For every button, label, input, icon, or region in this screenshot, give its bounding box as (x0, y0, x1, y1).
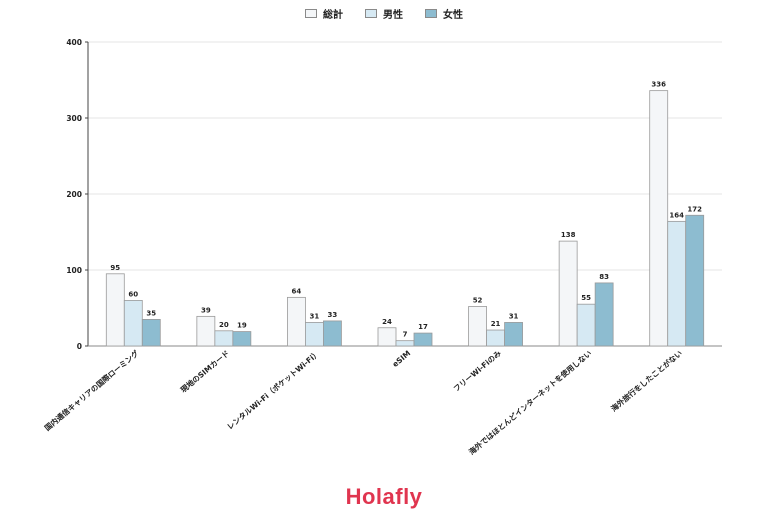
y-tick-label: 400 (66, 38, 82, 47)
legend-item-female: 女性 (425, 6, 463, 21)
bar (395, 340, 415, 347)
bar (305, 322, 324, 347)
data-label: 336 (651, 81, 666, 89)
data-label: 164 (669, 211, 684, 219)
legend-label-female: 女性 (443, 10, 463, 21)
x-tick-label: eSIM (391, 349, 413, 369)
bar (558, 240, 578, 347)
data-label: 95 (110, 264, 120, 272)
bar (576, 303, 596, 347)
x-tick-label: レンタルWi-Fi（ポケットWi-Fi） (225, 348, 322, 432)
data-label: 138 (561, 231, 576, 239)
data-label: 7 (403, 331, 408, 339)
x-tick-label: 現地のSIMカード (178, 348, 231, 395)
bar (232, 331, 252, 347)
data-label: 172 (687, 205, 702, 213)
bar (685, 214, 705, 347)
data-label: 52 (473, 296, 483, 304)
legend-item-total: 総計 (305, 6, 343, 21)
data-label: 33 (328, 311, 338, 319)
data-label: 55 (581, 294, 591, 302)
data-label: 21 (491, 320, 501, 328)
y-tick-label: 100 (66, 266, 82, 275)
data-label: 64 (292, 287, 302, 295)
x-tick-label: フリーWi-Fiのみ (452, 348, 503, 393)
bar (594, 282, 614, 347)
data-label: 60 (128, 290, 138, 298)
y-tick-label: 300 (66, 114, 82, 123)
y-tick-label: 0 (77, 342, 82, 351)
data-label: 20 (219, 321, 229, 329)
data-label: 31 (310, 312, 320, 320)
bar (486, 329, 505, 347)
data-label: 24 (382, 318, 392, 326)
bar (214, 330, 234, 347)
bar (287, 296, 306, 347)
bar (468, 306, 487, 347)
bar (123, 299, 143, 347)
legend-label-male: 男性 (383, 10, 403, 21)
bar (196, 315, 216, 347)
data-label: 31 (509, 312, 519, 320)
legend-label-total: 総計 (323, 10, 343, 21)
bar (323, 320, 342, 347)
bar (504, 322, 523, 347)
bar (649, 90, 669, 347)
x-tick-label: 海外旅行をしたことがない (609, 348, 685, 414)
legend-item-male: 男性 (365, 6, 403, 21)
data-label: 83 (599, 273, 609, 281)
holafly-logo: Holafly (345, 484, 423, 509)
legend-swatch-total (305, 9, 317, 18)
bar (377, 327, 397, 347)
bar (667, 220, 687, 347)
data-label: 17 (418, 323, 428, 331)
bar-chart: 0 100 200 300 400 95 60 35 国内通信キャリアの国際ローミング 39 20 1… (42, 38, 722, 457)
bar (105, 273, 125, 347)
chart-legend: 総計 男性 女性 (0, 6, 768, 21)
legend-swatch-female (425, 9, 437, 18)
x-tick-label: 国内通信キャリアの国際ローミング (42, 348, 141, 433)
legend-swatch-male (365, 9, 377, 18)
y-tick-label: 200 (66, 190, 82, 199)
data-label: 19 (237, 322, 247, 330)
bar (141, 318, 161, 347)
bar (413, 332, 433, 347)
data-label: 35 (146, 309, 156, 317)
data-label: 39 (201, 306, 211, 314)
